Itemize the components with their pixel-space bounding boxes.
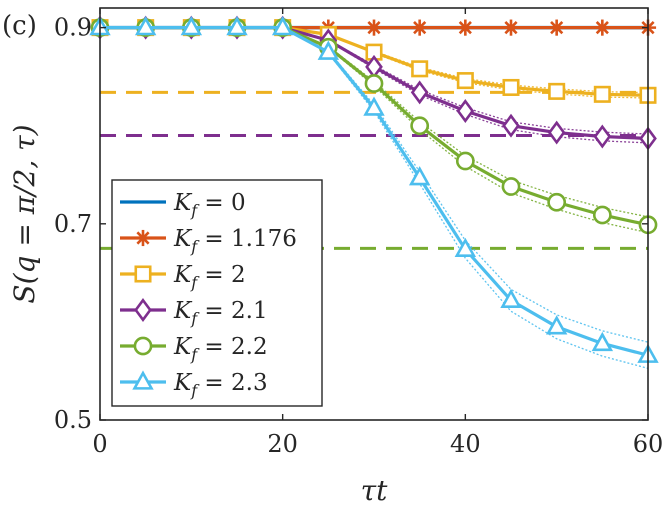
y-tick-label-1: 0.7 [54, 210, 92, 238]
x-axis-title: τt [361, 474, 388, 507]
y-tick-label-0: 0.5 [54, 406, 92, 434]
series-5-point-5 [317, 40, 340, 60]
legend-label-0: Kf = 0 [173, 190, 246, 220]
series-2-point-9 [502, 78, 520, 96]
legend-item-4: Kf = 2.2 [120, 334, 268, 364]
series-3-point-10 [547, 120, 566, 145]
axes: 0 20 40 60 0.5 0.7 0.9 τt S(q = π/2, τ) [8, 7, 664, 507]
series-5-point-6 [363, 96, 385, 116]
series-1-point-8 [457, 19, 474, 36]
legend-item-2: Kf = 2 [120, 262, 246, 292]
series-group [89, 15, 659, 369]
series-5-point-3 [226, 16, 248, 36]
series-5-point-2 [180, 16, 203, 36]
series-5-point-10 [545, 315, 568, 335]
legend-item-1: Kf = 1.176 [120, 226, 297, 256]
series-5-point-7 [408, 166, 431, 186]
legend-item-0: Kf = 0 [120, 190, 246, 220]
series-4-point-6 [364, 74, 384, 93]
legend-marker-2 [134, 265, 152, 283]
series-4-point-11 [592, 205, 612, 225]
series-3-point-7 [410, 80, 429, 105]
legend-marker-3 [134, 298, 152, 322]
series-5-point-11 [591, 331, 614, 352]
legend: Kf = 0 Kf = 1.176 Kf = 2 Kf = 2.1 Kf = 2.2 Kf… [111, 179, 323, 407]
x-tick-label-1: 20 [267, 430, 298, 458]
series-3-point-8 [456, 99, 475, 123]
legend-marker-5 [132, 370, 154, 390]
series-4-point-7 [410, 116, 430, 136]
y-axis-title: S(q = π/2, τ) [8, 124, 41, 303]
series-1-point-7 [411, 19, 428, 36]
legend-item-5: Kf = 2.3 [120, 370, 268, 400]
x-tick-label-3: 60 [633, 430, 664, 458]
legend-marker-1 [134, 229, 152, 247]
series-4-point-10 [547, 192, 567, 212]
series-5-point-1 [134, 16, 157, 36]
axes-box [99, 7, 649, 421]
legend-label-1: Kf = 1.176 [173, 226, 297, 256]
legend-marker-4 [133, 336, 153, 356]
legend-label-5: Kf = 2.3 [173, 370, 268, 400]
series-1-point-11 [594, 19, 611, 36]
series-2-point-8 [456, 72, 474, 90]
series-4-point-8 [455, 151, 475, 171]
legend-label-4: Kf = 2.2 [173, 334, 268, 364]
series-1-point-10 [548, 19, 565, 36]
legend-box [111, 179, 323, 407]
x-tick-label-2: 40 [450, 430, 481, 458]
series-3-point-11 [593, 124, 612, 149]
series-3-point-9 [502, 113, 520, 138]
x-tick-label-0: 0 [92, 430, 107, 458]
y-tick-label-2: 0.9 [54, 14, 92, 42]
series-4-point-9 [501, 177, 521, 196]
legend-label-2: Kf = 2 [173, 262, 246, 292]
series-5-point-9 [500, 288, 522, 308]
series-5-point-4 [271, 16, 294, 36]
panel-label: (c) [2, 11, 37, 41]
series-1-point-9 [502, 19, 520, 36]
series-5 [89, 16, 659, 369]
series-1-point-6 [365, 19, 383, 36]
legend-item-3: Kf = 2.1 [120, 298, 268, 328]
series-5-point-8 [454, 237, 477, 257]
series-2-point-11 [593, 85, 611, 103]
legend-label-3: Kf = 2.1 [173, 298, 268, 328]
series-2-point-7 [411, 60, 429, 78]
series-2-point-10 [548, 82, 566, 100]
